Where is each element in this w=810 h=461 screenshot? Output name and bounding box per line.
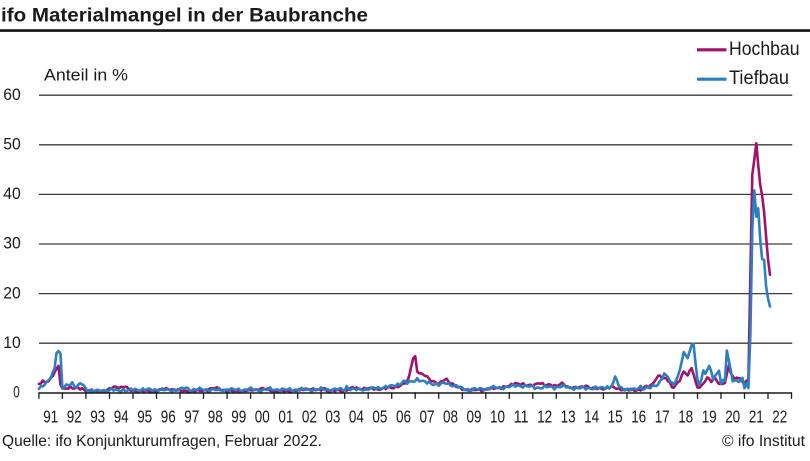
svg-text:60: 60 bbox=[3, 85, 21, 104]
svg-text:09: 09 bbox=[467, 407, 482, 427]
svg-text:01: 01 bbox=[278, 407, 293, 427]
svg-text:22: 22 bbox=[772, 407, 787, 427]
svg-text:06: 06 bbox=[396, 407, 411, 427]
svg-text:16: 16 bbox=[631, 407, 646, 427]
svg-text:17: 17 bbox=[655, 407, 670, 427]
svg-text:Tiefbau: Tiefbau bbox=[729, 67, 789, 89]
svg-text:10: 10 bbox=[3, 333, 21, 352]
svg-text:07: 07 bbox=[420, 407, 435, 427]
svg-text:30: 30 bbox=[3, 234, 21, 253]
svg-text:18: 18 bbox=[678, 407, 693, 427]
svg-text:93: 93 bbox=[90, 407, 105, 427]
svg-text:91: 91 bbox=[43, 407, 58, 427]
svg-text:14: 14 bbox=[584, 407, 599, 427]
svg-text:12: 12 bbox=[537, 407, 552, 427]
svg-text:Hochbau: Hochbau bbox=[729, 38, 800, 60]
svg-text:05: 05 bbox=[372, 407, 387, 427]
svg-text:11: 11 bbox=[514, 407, 529, 427]
svg-text:0: 0 bbox=[13, 383, 20, 402]
svg-text:Anteil in %: Anteil in % bbox=[44, 67, 128, 85]
svg-text:20: 20 bbox=[725, 407, 740, 427]
svg-text:96: 96 bbox=[161, 407, 176, 427]
svg-text:50: 50 bbox=[3, 135, 21, 154]
svg-text:Quelle: ifo Konjunkturumfragen: Quelle: ifo Konjunkturumfragen, Februar … bbox=[2, 433, 322, 450]
svg-text:92: 92 bbox=[67, 407, 82, 427]
svg-text:08: 08 bbox=[443, 407, 458, 427]
svg-text:97: 97 bbox=[184, 407, 199, 427]
svg-text:20: 20 bbox=[3, 283, 21, 302]
svg-text:02: 02 bbox=[302, 407, 317, 427]
svg-text:13: 13 bbox=[561, 407, 576, 427]
svg-text:98: 98 bbox=[208, 407, 223, 427]
svg-text:19: 19 bbox=[702, 407, 717, 427]
svg-text:15: 15 bbox=[608, 407, 623, 427]
svg-text:21: 21 bbox=[749, 407, 764, 427]
svg-text:ifo Materialmangel in der Baub: ifo Materialmangel in der Baubranche bbox=[1, 6, 368, 27]
svg-text:95: 95 bbox=[137, 407, 152, 427]
svg-text:03: 03 bbox=[325, 407, 340, 427]
svg-text:00: 00 bbox=[255, 407, 270, 427]
svg-text:© ifo Institut: © ifo Institut bbox=[722, 433, 806, 450]
svg-text:04: 04 bbox=[349, 407, 364, 427]
svg-text:99: 99 bbox=[231, 407, 246, 427]
svg-text:40: 40 bbox=[3, 184, 21, 203]
svg-text:94: 94 bbox=[114, 407, 129, 427]
svg-text:10: 10 bbox=[490, 407, 505, 427]
